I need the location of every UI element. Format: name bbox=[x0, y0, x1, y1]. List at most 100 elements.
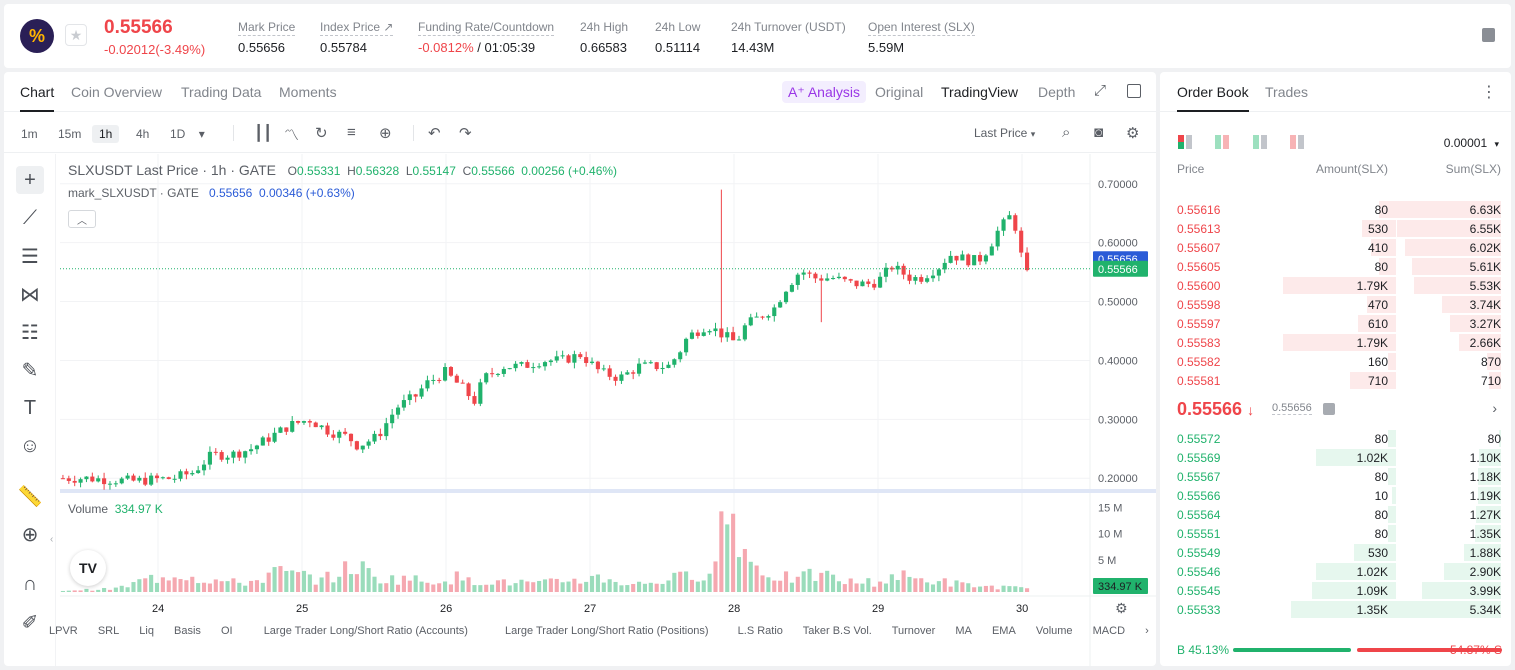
candle-type-icon[interactable]: ┃┃ bbox=[254, 125, 273, 142]
timeframe-1d[interactable]: 1D ▾ bbox=[170, 127, 205, 141]
stat-index-price[interactable]: Index Price ↗ 0.55784 bbox=[320, 20, 394, 55]
indicator-tab[interactable]: Liq bbox=[139, 625, 154, 637]
crosshair-icon[interactable]: + bbox=[16, 166, 44, 194]
emoji-icon[interactable]: ☺ bbox=[19, 434, 41, 457]
timeframe-1m[interactable]: 1m bbox=[21, 127, 38, 141]
indicator-tab[interactable]: Taker B.S Vol. bbox=[802, 625, 872, 637]
gear-icon[interactable]: ⚙ bbox=[1126, 125, 1140, 142]
legend-symbol: SLXUSDT Last Price · 1h · GATE bbox=[68, 162, 276, 178]
tab-chart[interactable]: Chart bbox=[20, 84, 55, 112]
bid-row[interactable]: 0.55551 80 1.35K bbox=[1160, 524, 1511, 543]
ruler-icon[interactable]: 📏 bbox=[17, 485, 43, 508]
view-depth[interactable]: Depth bbox=[1038, 84, 1076, 100]
magnet-icon[interactable]: ∩ bbox=[22, 572, 38, 595]
volume-bar bbox=[948, 586, 953, 592]
expand-icon[interactable]: ⤢ bbox=[1094, 82, 1107, 99]
indicator-tab[interactable]: MA bbox=[955, 625, 972, 637]
chart-settings-icon[interactable]: ⚙ bbox=[1115, 600, 1128, 616]
tab-moments[interactable]: Moments bbox=[279, 84, 337, 100]
volume-bar bbox=[713, 561, 718, 592]
bid-row[interactable]: 0.55572 80 80 bbox=[1160, 429, 1511, 448]
pattern-icon[interactable]: ⋈ bbox=[20, 283, 40, 306]
stat-funding-rate[interactable]: Funding Rate/Countdown -0.0812% / 01:05:… bbox=[418, 20, 555, 55]
indicator-tab[interactable]: Large Trader Long/Short Ratio (Accounts) bbox=[263, 625, 468, 637]
indicator-tab[interactable]: L.S Ratio bbox=[737, 625, 783, 637]
view-tradingview[interactable]: TradingView bbox=[941, 84, 1019, 100]
ask-row[interactable]: 0.55597 610 3.27K bbox=[1160, 314, 1511, 333]
replay-icon[interactable]: ↻ bbox=[315, 125, 328, 142]
redo-icon[interactable]: ↷ bbox=[459, 125, 472, 142]
timeframe-4h[interactable]: 4h bbox=[136, 127, 150, 141]
brush-icon[interactable]: ✎ bbox=[21, 359, 39, 382]
volume-bar bbox=[854, 583, 859, 592]
document-icon[interactable] bbox=[1482, 28, 1495, 42]
undo-icon[interactable]: ↶ bbox=[428, 125, 441, 142]
depth-amount-bar bbox=[1291, 601, 1396, 618]
zoom-in-icon[interactable]: ⊕ bbox=[21, 523, 39, 546]
view-split-icon[interactable] bbox=[1215, 135, 1230, 149]
ai-analysis-button[interactable]: A⁺ Analysis bbox=[782, 81, 866, 103]
ask-row[interactable]: 0.55598 470 3.74K bbox=[1160, 295, 1511, 314]
collapse-legend-button[interactable]: ︿ bbox=[68, 210, 96, 228]
bid-row[interactable]: 0.55546 1.02K 2.90K bbox=[1160, 562, 1511, 581]
candle-body bbox=[278, 427, 283, 433]
bid-row[interactable]: 0.55549 530 1.88K bbox=[1160, 543, 1511, 562]
templates-icon[interactable]: ≡ bbox=[347, 124, 356, 141]
chevron-right-icon[interactable]: › bbox=[1145, 625, 1149, 637]
ask-row[interactable]: 0.55613 530 6.55K bbox=[1160, 219, 1511, 238]
mark-info-icon[interactable] bbox=[1323, 403, 1335, 415]
fib-icon[interactable]: ☷ bbox=[21, 321, 39, 344]
timeframe-1h[interactable]: 1h bbox=[92, 125, 120, 143]
pencil-lock-icon[interactable]: ✐ bbox=[21, 611, 39, 634]
tab-coin-overview[interactable]: Coin Overview bbox=[71, 84, 163, 100]
view-both-icon[interactable] bbox=[1178, 135, 1192, 149]
collapse-toolbar-icon[interactable]: ‹ bbox=[50, 534, 54, 545]
tab-trades[interactable]: Trades bbox=[1265, 84, 1309, 100]
search-icon[interactable]: ⌕ bbox=[1062, 124, 1071, 141]
tab-trading-data[interactable]: Trading Data bbox=[181, 84, 262, 100]
indicator-tab[interactable]: EMA bbox=[991, 625, 1016, 637]
favorite-star-icon[interactable]: ★ bbox=[65, 24, 87, 46]
indicator-tab[interactable]: Large Trader Long/Short Ratio (Positions… bbox=[504, 625, 709, 637]
bid-row[interactable]: 0.55567 80 1.18K bbox=[1160, 467, 1511, 486]
view-asks-icon[interactable] bbox=[1290, 135, 1305, 149]
mid-mark-price[interactable]: 0.55656 bbox=[1272, 402, 1312, 415]
ask-row[interactable]: 0.55583 1.79K 2.66K bbox=[1160, 333, 1511, 352]
window-icon[interactable] bbox=[1127, 84, 1141, 98]
view-bids-icon[interactable] bbox=[1252, 135, 1267, 149]
ask-row[interactable]: 0.55600 1.79K 5.53K bbox=[1160, 276, 1511, 295]
stat-mark-price[interactable]: Mark Price 0.55656 bbox=[238, 20, 296, 55]
trendline-icon[interactable]: ⟋ bbox=[23, 206, 37, 229]
timeframe-15m[interactable]: 15m bbox=[58, 127, 82, 141]
indicator-tab[interactable]: MACD bbox=[1092, 625, 1126, 637]
indicators-icon[interactable]: 〽 bbox=[284, 127, 300, 144]
bid-row[interactable]: 0.55533 1.35K 5.34K bbox=[1160, 600, 1511, 619]
more-menu-icon[interactable]: ⋮ bbox=[1481, 84, 1497, 101]
add-indicator-icon[interactable]: ⊕ bbox=[379, 125, 392, 142]
price-chart[interactable]: 0.70000 0.60000 0.50000 0.40000 0.30000 0.200… bbox=[4, 72, 1156, 666]
precision-select[interactable]: 0.00001 ▾ bbox=[1443, 136, 1499, 150]
horizontal-lines-icon[interactable]: ☰ bbox=[21, 245, 39, 268]
text-icon[interactable]: T bbox=[23, 396, 37, 419]
ask-row[interactable]: 0.55616 80 6.63K bbox=[1160, 200, 1511, 219]
ask-row[interactable]: 0.55605 80 5.61K bbox=[1160, 257, 1511, 276]
indicator-tab[interactable]: SRL bbox=[97, 625, 120, 637]
camera-icon[interactable]: ◙ bbox=[1094, 124, 1104, 141]
bid-row[interactable]: 0.55566 10 1.19K bbox=[1160, 486, 1511, 505]
ask-row[interactable]: 0.55582 160 870 bbox=[1160, 352, 1511, 371]
indicator-tab[interactable]: LPVR bbox=[49, 625, 78, 637]
price-source-select[interactable]: Last Price ▾ bbox=[974, 126, 1036, 140]
indicator-tab[interactable]: Turnover bbox=[891, 625, 936, 637]
view-original[interactable]: Original bbox=[875, 84, 924, 100]
indicator-tab[interactable]: OI bbox=[221, 625, 233, 637]
chevron-right-icon[interactable]: › bbox=[1492, 400, 1497, 416]
bid-row[interactable]: 0.55545 1.09K 3.99K bbox=[1160, 581, 1511, 600]
ask-row[interactable]: 0.55607 410 6.02K bbox=[1160, 238, 1511, 257]
indicator-tab[interactable]: Basis bbox=[174, 625, 201, 637]
tab-order-book[interactable]: Order Book bbox=[1177, 84, 1249, 112]
indicator-tab[interactable]: Volume bbox=[1035, 625, 1073, 637]
bid-row[interactable]: 0.55569 1.02K 1.10K bbox=[1160, 448, 1511, 467]
stat-open-interest[interactable]: Open Interest (SLX) 5.59M bbox=[868, 20, 975, 55]
bid-row[interactable]: 0.55564 80 1.27K bbox=[1160, 505, 1511, 524]
ask-row[interactable]: 0.55581 710 710 bbox=[1160, 371, 1511, 390]
